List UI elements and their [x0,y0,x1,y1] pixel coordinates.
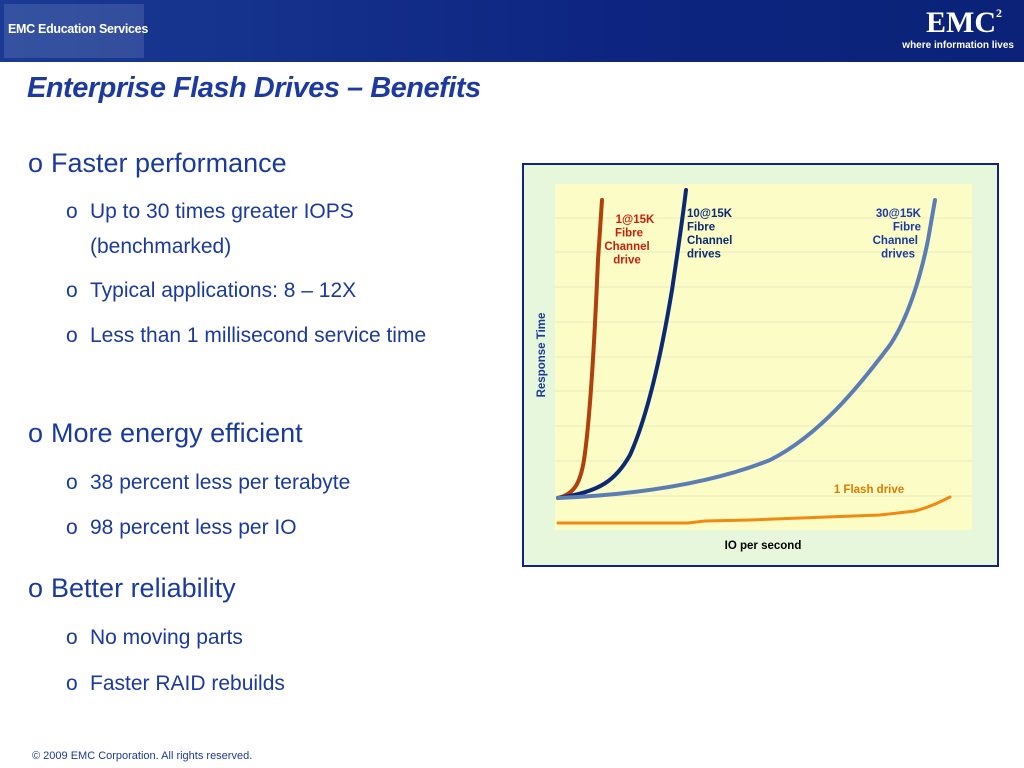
bullet: o Faster performance [28,148,287,179]
curve-label: Channel [604,241,649,253]
curve-label: 30@15K [876,208,922,220]
curve-label: drive [613,255,641,267]
logo-text: EMC Education Services [8,22,148,36]
sub-bullet-text: Up to 30 times greater IOPS (benchmarked… [90,200,354,258]
brand: EMC2 [926,6,1002,40]
logo: EMC Education Services [4,4,148,58]
curve-label: drives [881,249,915,261]
sub-bullet-marker: o [66,672,78,695]
tagline: where information lives [902,40,1014,51]
curve-label: 1 Flash drive [834,484,904,496]
brand-sup: 2 [996,6,1002,20]
header-bar: EMC Education Services EMC2 where inform… [0,0,1024,62]
sub-bullet: o Typical applications: 8 – 12X [66,273,466,308]
bullet-marker: o [28,418,44,448]
bullet-marker: o [28,573,44,603]
curve-label: Fibre [687,222,715,234]
grid [555,217,972,497]
sub-bullet: o 98 percent less per IO [66,510,466,545]
sub-bullet-marker: o [66,279,78,302]
sub-bullet: o Less than 1 millisecond service time [66,318,466,353]
sub-bullet-marker: o [66,200,78,223]
curve-flash [556,495,952,525]
sub-bullet: o 38 percent less per terabyte [66,465,466,500]
bullet-text: Better reliability [51,573,236,603]
brand-name: EMC [926,6,996,39]
bullet-text: Faster performance [51,148,287,178]
curve-label: 1@15K [616,214,655,226]
curve-label: Fibre [893,222,921,234]
curve-label: Channel [687,235,732,247]
bullet-marker: o [28,148,44,178]
curve-1-fc [556,198,604,500]
sub-bullet: o No moving parts [66,620,466,655]
sub-bullet: o Up to 30 times greater IOPS (benchmarke… [66,194,466,264]
sub-bullet-text: 38 percent less per terabyte [90,471,351,494]
sub-bullet-text: 98 percent less per IO [90,516,297,539]
slide-title: Enterprise Flash Drives – Benefits [27,72,481,104]
bullet-text: More energy efficient [51,418,303,448]
curve-label: 10@15K [687,208,733,220]
sub-bullet-text: No moving parts [90,626,243,649]
sub-bullet-marker: o [66,324,78,347]
sub-bullet-marker: o [66,626,78,649]
x-axis-label: IO per second [725,540,802,552]
curve-30-fc [556,198,937,500]
curve-label: Channel [873,235,918,247]
sub-bullet-marker: o [66,516,78,539]
sub-bullet-text: Faster RAID rebuilds [90,672,285,695]
y-axis-label: Response Time [536,313,548,398]
sub-bullet-text: Typical applications: 8 – 12X [90,279,357,302]
sub-bullet-text: Less than 1 millisecond service time [90,324,427,347]
sub-bullet: o Faster RAID rebuilds [66,666,466,701]
bullet: o More energy efficient [28,418,303,449]
footer: © 2009 EMC Corporation. All rights reser… [32,750,253,762]
bullet: o Better reliability [28,573,236,604]
curve-label: Fibre [615,228,643,240]
curve-label: drives [687,249,721,261]
sub-bullet-marker: o [66,471,78,494]
curves [556,188,952,525]
curve-10-fc [556,188,688,500]
